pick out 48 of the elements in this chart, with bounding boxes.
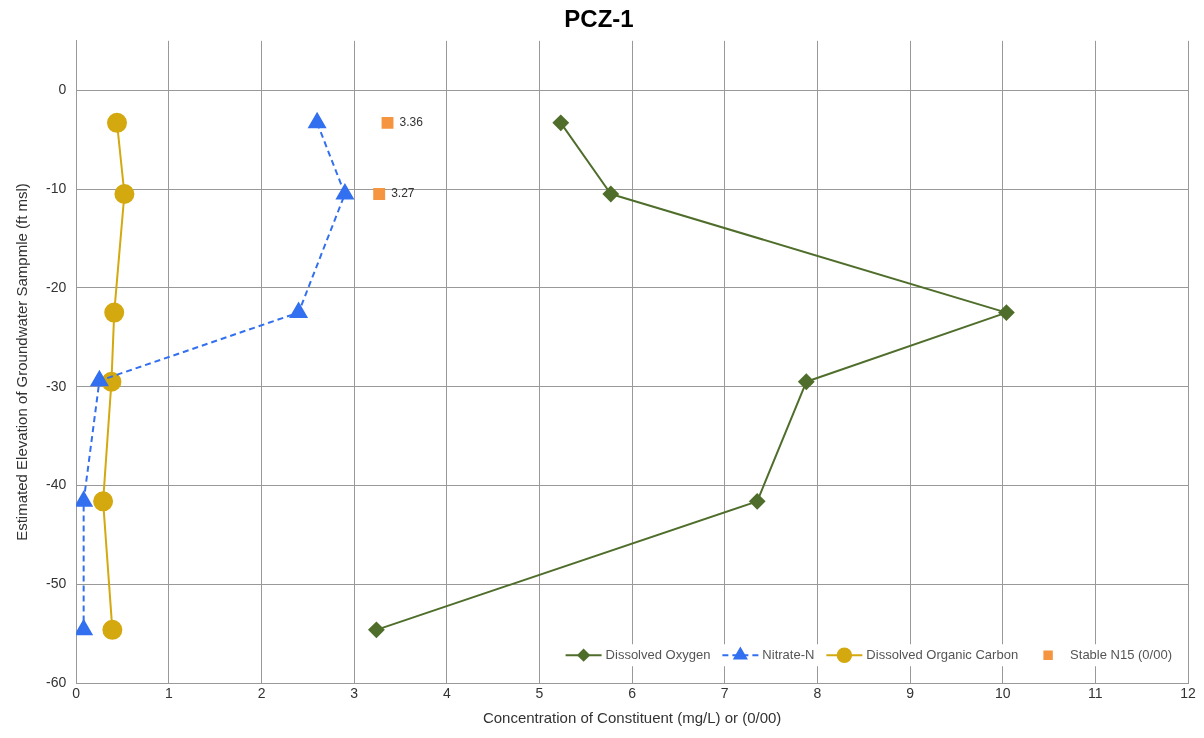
point: [102, 619, 123, 640]
x-tick-label: 3: [350, 685, 359, 702]
point: [998, 304, 1015, 321]
point: [798, 373, 815, 390]
point: [373, 188, 386, 200]
point: [76, 619, 93, 636]
legend-label: Dissolved Oxygen: [605, 646, 711, 662]
legend-label: Dissolved Organic Carbon: [866, 646, 1019, 662]
point: [602, 185, 619, 202]
annotation: 3.27: [391, 186, 415, 201]
y-axis-title: Estimated Elevation of Groundwater Sampmle (ft msl): [13, 183, 31, 541]
legend-label: Nitrate-N: [762, 646, 815, 662]
x-tick-label: 6: [628, 685, 637, 702]
x-tick-label: 2: [257, 685, 266, 702]
x-tick-label: 12: [1180, 685, 1196, 702]
x-tick-label: 10: [994, 685, 1011, 702]
point: [104, 302, 125, 323]
x-tick-label: 1: [164, 685, 173, 702]
point: [114, 183, 135, 204]
x-tick-label: 8: [813, 685, 822, 702]
point: [749, 493, 766, 510]
legend-label: Stable N15 (0/00): [1070, 646, 1173, 662]
annotation: 3.36: [399, 115, 424, 130]
point: [336, 183, 354, 200]
y-tick-label: -60: [46, 674, 67, 691]
y-tick-label: -50: [46, 575, 67, 592]
point: [289, 302, 308, 319]
point: [552, 114, 569, 131]
point: [76, 491, 93, 507]
chart-title: PCZ-1: [564, 5, 634, 33]
y-tick-label: -30: [46, 377, 67, 394]
x-axis-title: Concentration of Constituent (mg/L) or (0/00): [482, 709, 782, 727]
x-tick-label: 9: [906, 685, 915, 702]
x-tick-label: 4: [442, 685, 451, 702]
x-tick-label: 0: [72, 685, 81, 702]
x-tick-label: 7: [720, 685, 729, 702]
point: [107, 112, 127, 133]
y-tick-label: -40: [46, 476, 67, 493]
y-tick-label: -10: [46, 179, 67, 196]
point: [308, 112, 326, 129]
x-tick-label: 11: [1088, 685, 1103, 702]
x-tick-label: 5: [535, 685, 544, 702]
point: [368, 621, 385, 638]
y-tick-label: 0: [58, 81, 67, 98]
point: [90, 370, 109, 387]
y-tick-label: -20: [46, 278, 67, 295]
point: [93, 491, 114, 512]
point: [381, 116, 394, 129]
